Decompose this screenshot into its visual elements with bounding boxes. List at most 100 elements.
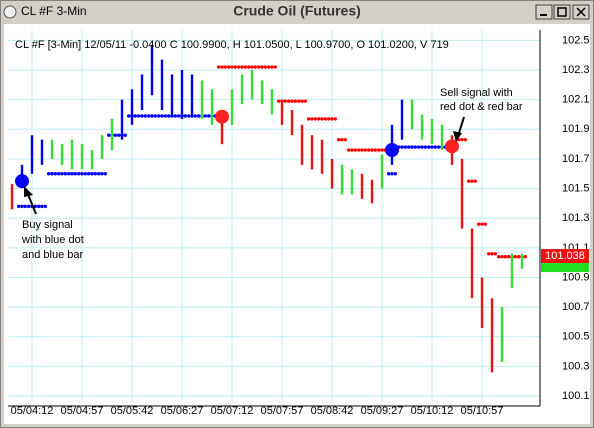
dot <box>270 65 274 69</box>
price-bar <box>520 253 524 269</box>
y-tick-label: 102.1 <box>562 94 590 106</box>
stop-dot <box>417 145 427 149</box>
y-tick-label: 100.3 <box>562 360 590 372</box>
dot <box>380 148 384 152</box>
dot <box>73 172 78 176</box>
dot <box>437 145 441 149</box>
stop-dot <box>387 172 397 176</box>
signal-dot <box>15 174 29 189</box>
dot <box>37 204 41 209</box>
stop-dot <box>57 172 67 176</box>
dot <box>337 137 341 142</box>
price-bar <box>200 80 204 119</box>
dot <box>307 117 311 121</box>
y-tick-label: 101.3 <box>562 212 590 224</box>
price-bar <box>320 139 324 174</box>
dot <box>243 65 247 69</box>
stop-dot <box>67 172 78 176</box>
price-bar <box>500 307 504 362</box>
dot <box>283 99 287 103</box>
dot <box>220 65 224 69</box>
price-bar <box>280 99 284 125</box>
signal-dot <box>215 109 229 124</box>
dot <box>100 172 104 176</box>
dot <box>123 133 128 137</box>
dot <box>17 204 21 209</box>
dot <box>150 114 154 118</box>
stop-dot <box>477 222 487 226</box>
annotation-text: Buy signal <box>22 219 73 231</box>
dot <box>310 117 314 121</box>
dot <box>287 99 291 103</box>
price-bar <box>40 139 44 165</box>
dot <box>477 222 481 226</box>
dot <box>330 117 334 121</box>
price-bar <box>330 158 334 189</box>
stop-dot <box>467 179 477 183</box>
price-bar <box>240 74 244 105</box>
y-tick-label: 100.7 <box>562 301 590 313</box>
x-tick-label: 05/05:42 <box>111 405 154 417</box>
dot <box>350 148 354 152</box>
dot <box>197 114 201 118</box>
price-bar <box>250 70 254 100</box>
annotation-text: red dot & red bar <box>440 101 523 113</box>
dot <box>80 172 84 176</box>
price-bar <box>470 228 474 299</box>
annotation-text: and blue bar <box>22 249 83 261</box>
dot <box>40 204 44 209</box>
price-bar <box>270 89 274 115</box>
x-tick-label: 05/06:27 <box>161 405 204 417</box>
stop-dot <box>297 99 307 103</box>
price-bar <box>230 89 234 125</box>
dot <box>250 65 254 69</box>
dot <box>377 148 381 152</box>
dot <box>367 148 371 152</box>
dot <box>373 148 377 152</box>
dot <box>333 117 337 121</box>
dot <box>203 114 207 118</box>
x-tick-label: 05/08:42 <box>311 405 354 417</box>
dot <box>413 145 417 149</box>
dot <box>523 255 527 259</box>
dot <box>233 65 237 69</box>
price-bar <box>300 124 304 165</box>
info-line: CL #F [3-Min] 12/05/11 -0.0400 C 100.990… <box>15 39 449 51</box>
dot <box>460 137 464 142</box>
y-tick-label: 101.5 <box>562 182 590 194</box>
dot <box>260 65 264 69</box>
dot <box>207 114 211 118</box>
dot <box>420 145 424 149</box>
price-bar <box>130 89 134 125</box>
price-bar <box>180 70 184 119</box>
dot <box>463 137 467 142</box>
stop-dot <box>47 172 57 176</box>
dot <box>20 204 24 209</box>
dot <box>133 114 137 118</box>
y-tick-label: 101.9 <box>562 123 590 135</box>
dot <box>267 65 271 69</box>
dot <box>53 172 57 176</box>
maximize-button[interactable] <box>553 4 571 20</box>
stop-dot <box>287 99 297 103</box>
dot <box>90 172 94 176</box>
minimize-button[interactable] <box>535 4 553 20</box>
dot <box>507 255 511 259</box>
dot <box>170 114 174 118</box>
dot <box>370 148 374 152</box>
price-bar <box>510 253 514 288</box>
dot <box>167 114 171 118</box>
stop-dot <box>497 255 507 259</box>
dot <box>433 145 437 149</box>
stop-dot <box>367 148 377 152</box>
dot <box>417 145 421 149</box>
dot <box>93 172 98 176</box>
y-tick-label: 100.9 <box>562 271 590 283</box>
dot <box>137 114 141 118</box>
dot <box>487 252 491 256</box>
price-bar <box>360 173 364 199</box>
price-bar <box>340 164 344 195</box>
dot <box>257 65 261 69</box>
dot <box>183 114 187 118</box>
